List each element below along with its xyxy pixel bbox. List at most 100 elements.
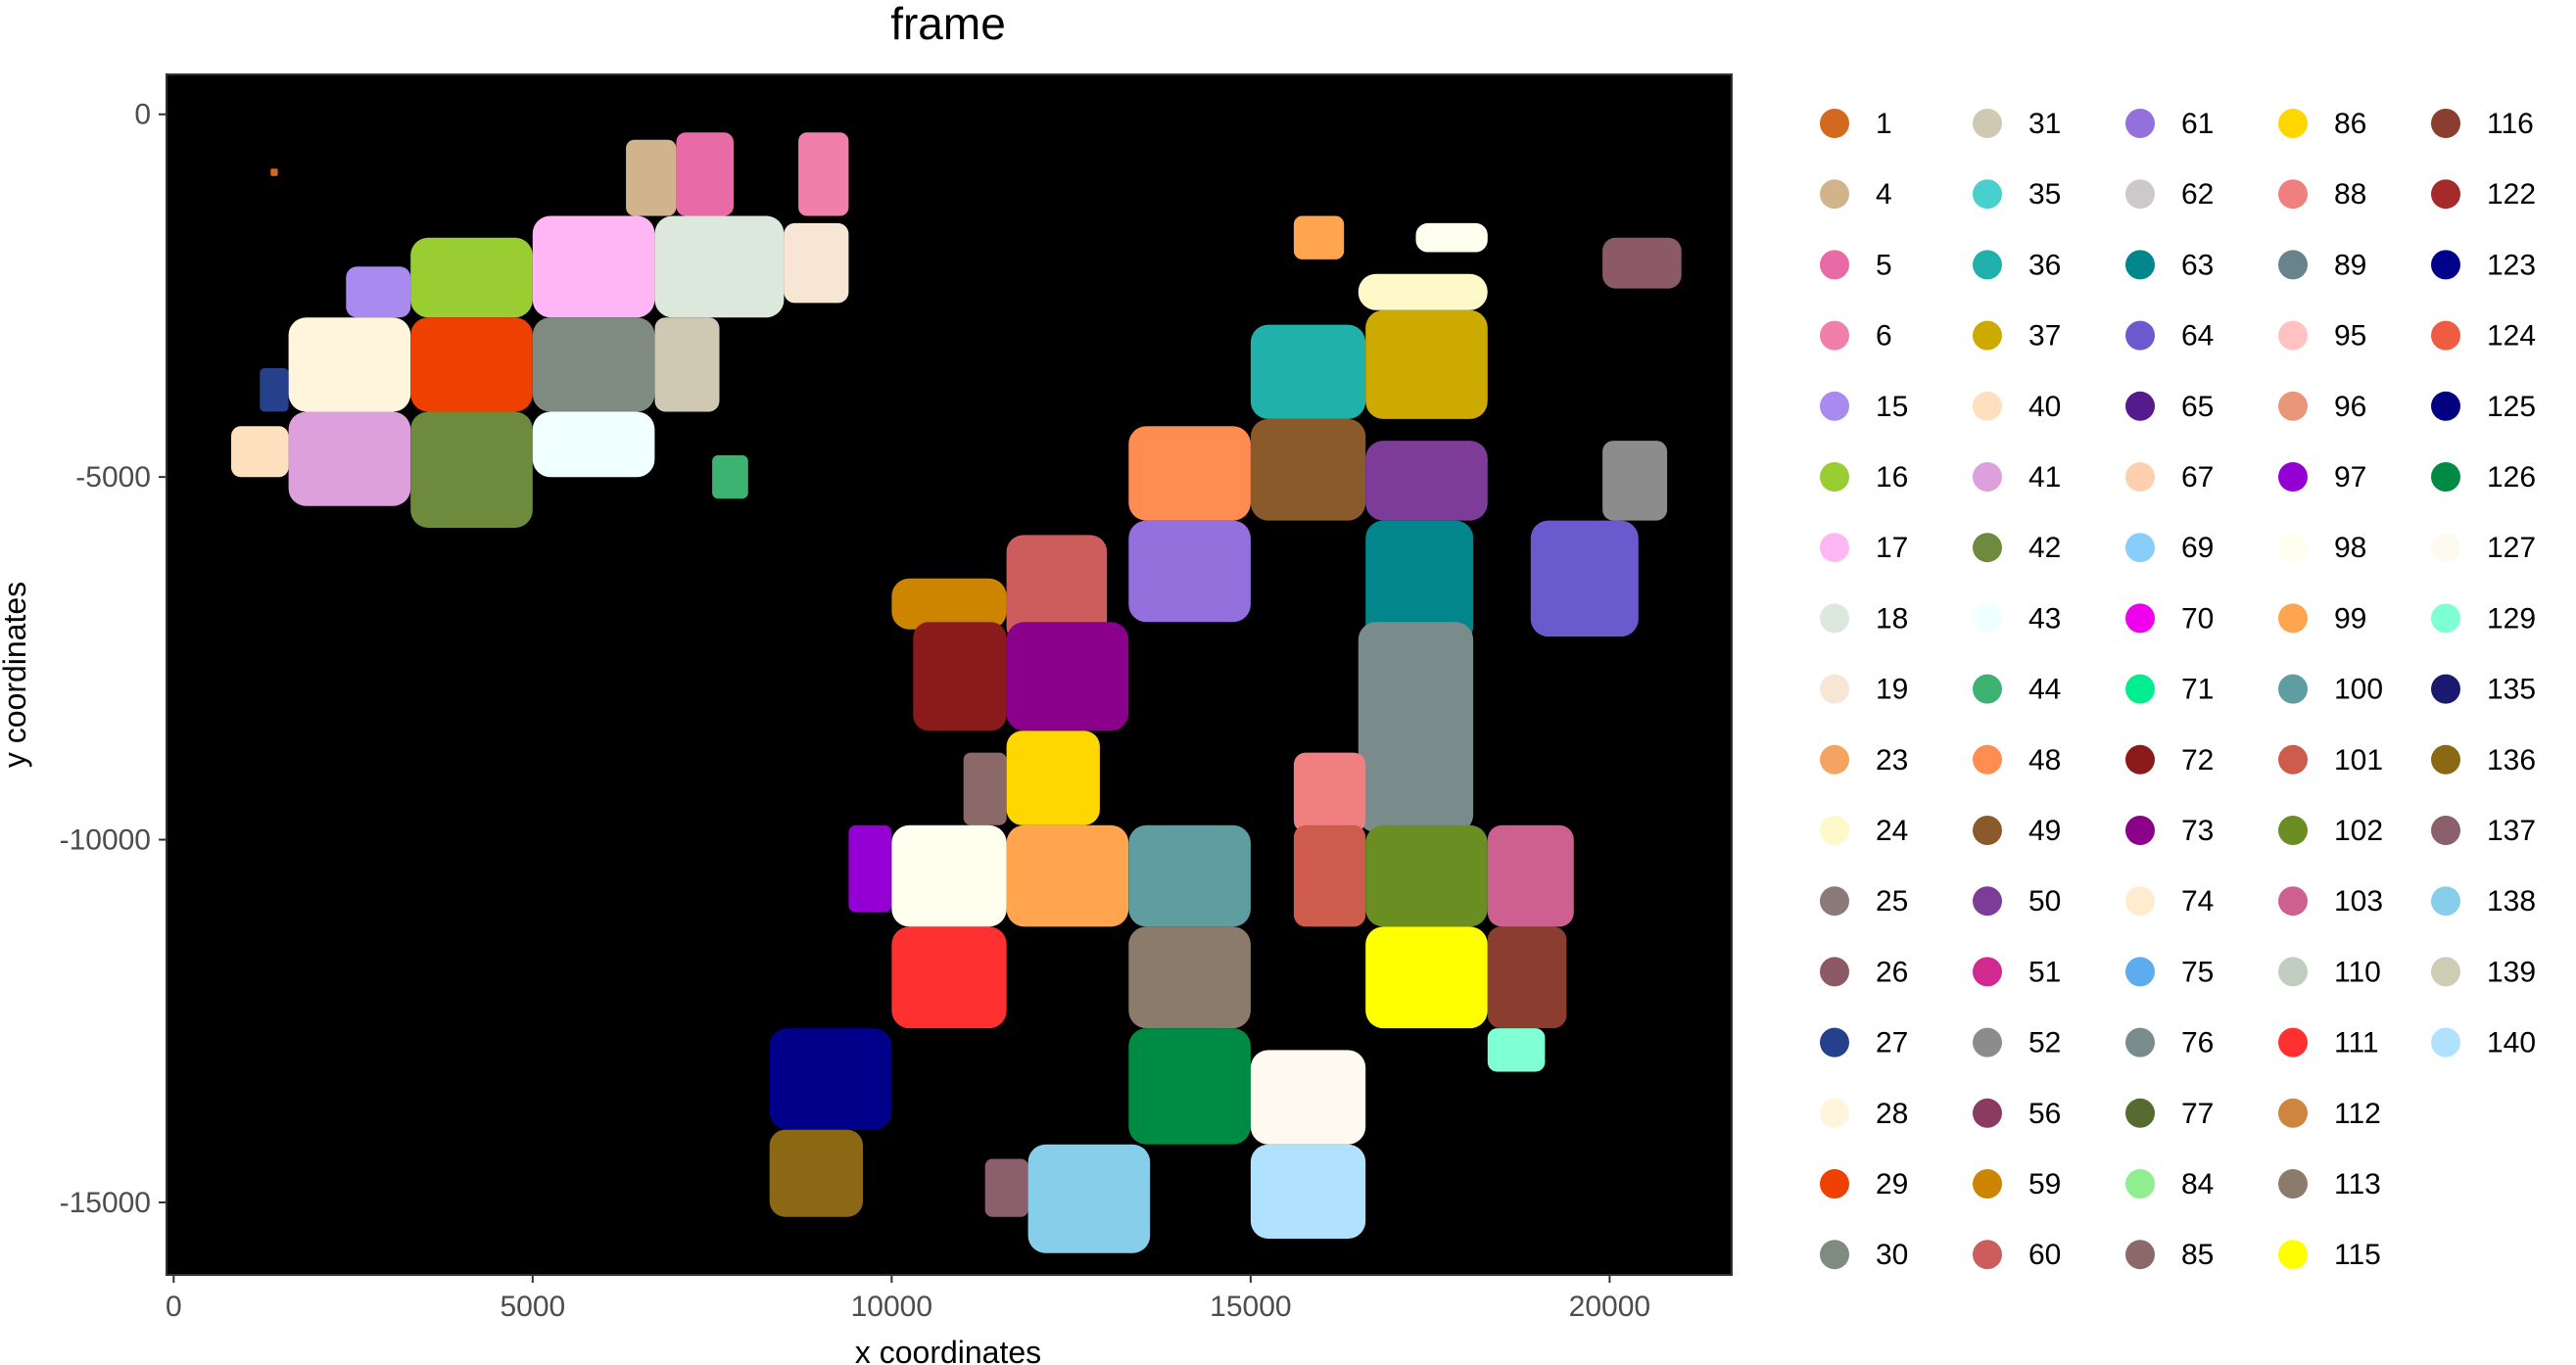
legend-item-15: 15 — [1820, 391, 1908, 423]
legend-label: 75 — [2181, 956, 2214, 988]
cluster-116-region — [1487, 926, 1567, 1029]
cluster-48-region — [1128, 426, 1251, 521]
legend-label: 138 — [2487, 885, 2536, 918]
legend-label: 96 — [2334, 391, 2366, 423]
legend-label: 4 — [1876, 178, 1892, 211]
cluster-123-region — [769, 1028, 892, 1130]
cluster-64-region — [1530, 520, 1639, 637]
legend-label: 5 — [1876, 249, 1892, 281]
legend-swatch — [2278, 886, 2308, 917]
legend-swatch — [2125, 179, 2155, 210]
legend-label: 25 — [1876, 885, 1908, 918]
cluster-88-region — [1293, 752, 1366, 833]
legend-item-25: 25 — [1820, 885, 1908, 918]
legend-label: 65 — [2181, 391, 2214, 423]
cluster-30-region — [532, 317, 655, 412]
cluster-43-region — [532, 411, 655, 478]
legend-swatch — [2278, 1098, 2308, 1128]
legend-item-67: 67 — [2125, 461, 2214, 494]
legend-swatch — [2125, 462, 2155, 492]
legend-swatch — [1820, 391, 1849, 421]
legend-item-5: 5 — [1820, 249, 1892, 281]
cluster-136-region — [769, 1129, 863, 1217]
cluster-76-region — [1358, 622, 1474, 833]
legend-item-137: 137 — [2431, 815, 2536, 847]
legend-label: 126 — [2487, 461, 2536, 494]
legend-label: 44 — [2028, 674, 2061, 706]
legend-swatch — [2278, 391, 2308, 421]
legend-item-123: 123 — [2431, 249, 2536, 281]
legend-label: 36 — [2028, 249, 2061, 281]
legend-swatch — [2431, 391, 2460, 421]
legend-item-44: 44 — [1973, 674, 2061, 706]
legend-swatch — [1973, 391, 2002, 421]
legend-label: 19 — [1876, 674, 1908, 706]
legend-swatch — [2125, 320, 2155, 351]
legend-item-77: 77 — [2125, 1098, 2214, 1130]
legend-label: 49 — [2028, 815, 2061, 847]
legend-swatch — [2431, 886, 2460, 917]
legend-label: 52 — [2028, 1027, 2061, 1059]
legend-label: 100 — [2334, 674, 2383, 706]
cluster-101-region — [1293, 824, 1366, 927]
legend-label: 18 — [1876, 602, 1908, 635]
cluster-126-region — [1128, 1028, 1251, 1145]
legend-label: 97 — [2334, 461, 2366, 494]
legend-label: 116 — [2487, 108, 2534, 140]
legend-item-28: 28 — [1820, 1098, 1908, 1130]
legend-label: 124 — [2487, 320, 2536, 353]
legend-item-113: 113 — [2278, 1168, 2381, 1200]
legend-label: 30 — [1876, 1239, 1908, 1271]
legend-label: 24 — [1876, 815, 1908, 847]
legend-swatch — [2125, 674, 2155, 704]
cluster-140-region — [1250, 1144, 1366, 1239]
legend-label: 6 — [1876, 320, 1892, 353]
legend-item-127: 127 — [2431, 532, 2536, 564]
legend-label: 62 — [2181, 178, 2214, 211]
legend-swatch — [1973, 320, 2002, 351]
cluster-40-region — [231, 426, 289, 478]
legend-item-35: 35 — [1973, 178, 2061, 211]
x-tick-label: 0 — [166, 1291, 182, 1323]
legend-label: 23 — [1876, 744, 1908, 777]
legend-label: 63 — [2181, 249, 2214, 281]
legend-swatch — [2431, 816, 2460, 845]
legend-label: 27 — [1876, 1027, 1908, 1059]
legend-label: 102 — [2334, 815, 2383, 847]
chart-title: frame — [890, 0, 1006, 49]
cluster-49-region — [1250, 418, 1366, 521]
cluster-29-region — [410, 317, 533, 412]
y-tick-label: 0 — [134, 99, 151, 131]
legend-label: 76 — [2181, 1027, 2214, 1059]
cluster-99-region — [1006, 824, 1129, 927]
legend-label: 115 — [2334, 1239, 2381, 1271]
legend-label: 139 — [2487, 956, 2536, 988]
legend-item-75: 75 — [2125, 956, 2214, 988]
legend-swatch — [2278, 1027, 2308, 1058]
cluster-97-region — [848, 824, 892, 913]
legend-item-73: 73 — [2125, 815, 2214, 847]
x-axis: 0 5000 10000 15000 20000 — [166, 1275, 1650, 1323]
legend-item-16: 16 — [1820, 461, 1908, 494]
legend-swatch — [2125, 109, 2155, 138]
legend-swatch — [1820, 674, 1849, 704]
y-axis: 0 -5000 -10000 -15000 — [60, 99, 167, 1219]
legend-swatch — [2431, 674, 2460, 704]
cluster-127-region — [1250, 1050, 1366, 1145]
legend-swatch — [2278, 816, 2308, 845]
cluster-85-region — [963, 752, 1007, 825]
legend-swatch — [1973, 462, 2002, 492]
legend-item-61: 61 — [2125, 108, 2214, 140]
legend-item-116: 116 — [2431, 108, 2534, 140]
legend-item-37: 37 — [1973, 320, 2061, 353]
y-tick-label: -15000 — [60, 1187, 151, 1219]
legend-item-56: 56 — [1973, 1098, 2061, 1130]
clusters-layer — [231, 132, 1682, 1253]
legend-item-64: 64 — [2125, 320, 2214, 353]
legend-item-86: 86 — [2278, 108, 2366, 140]
legend-item-36: 36 — [1973, 249, 2061, 281]
legend-swatch — [2125, 886, 2155, 917]
legend-swatch — [2278, 603, 2308, 634]
legend-item-71: 71 — [2125, 674, 2214, 706]
cluster-137-region — [984, 1158, 1028, 1217]
